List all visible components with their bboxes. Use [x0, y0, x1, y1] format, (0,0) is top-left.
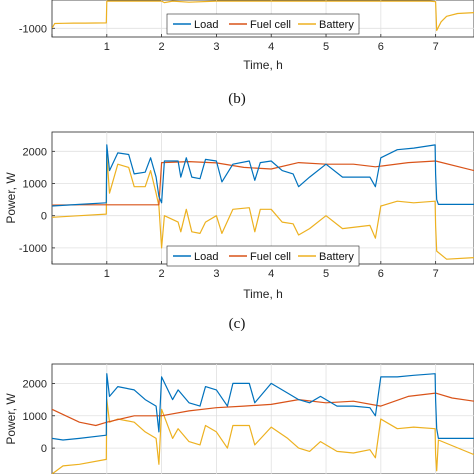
plot-c-yticks: 0 1000 2000	[23, 378, 55, 455]
series-line-fuel-cell	[52, 392, 474, 427]
series-line-battery	[52, 0, 474, 32]
x-tick-label: 6	[378, 268, 384, 280]
x-tick-label: 5	[323, 268, 329, 280]
plot-b-lines	[52, 144, 474, 260]
x-tick-label: 7	[433, 268, 439, 280]
x-tick-label: 4	[268, 41, 274, 53]
y-tick-label: -1000	[19, 23, 47, 35]
plot-a-yticks: -1000	[19, 23, 55, 35]
x-tick-label: 4	[268, 268, 274, 280]
plot-a-xlabel: Time, h	[243, 58, 283, 72]
plot-b-legend-load-label: Load	[194, 251, 218, 263]
plot-c-background	[51, 363, 474, 474]
y-tick-label: 1000	[23, 179, 47, 191]
series-line-battery	[52, 153, 474, 260]
series-line-load	[52, 373, 474, 441]
x-tick-label: 1	[104, 268, 110, 280]
plot-c: 0 1000 2000 Power, W	[4, 363, 474, 474]
plot-a-xticks: 1 2 3 4 5 6 7	[51, 34, 439, 53]
plot-b-ylabel: Power, W	[4, 172, 18, 224]
x-tick-label: 6	[378, 41, 384, 53]
plot-a-legend: Load Fuel cell Battery	[166, 13, 360, 35]
plot-b-legend-battery-label: Battery	[319, 251, 354, 263]
series-line-fuel-cell	[52, 160, 474, 206]
plot-c-ylabel: Power, W	[4, 393, 18, 445]
plot-a-legend-box	[166, 13, 360, 35]
y-tick-label: 0	[41, 211, 47, 223]
plot-b-background	[51, 131, 474, 265]
x-tick-label: 2	[159, 41, 165, 53]
series-line-load	[52, 144, 474, 207]
plot-a-legend-load-label: Load	[194, 19, 218, 31]
y-tick-label: 0	[41, 443, 47, 455]
x-tick-label: 3	[213, 41, 219, 53]
plot-b-yticks: -1000 0 1000 2000	[19, 146, 55, 255]
plot-a: 1 2 3 4 5 6 7 -1000 Time, h Load Fuel cell Bat…	[19, 0, 474, 72]
plot-b-legend-box	[166, 245, 360, 267]
y-tick-label: 2000	[23, 378, 47, 390]
plot-a-lines	[52, 0, 474, 32]
x-tick-label: 2	[159, 268, 165, 280]
plot-b-legend: Load Fuel cell Battery	[166, 245, 360, 267]
plot-b-xlabel: Time, h	[243, 287, 283, 301]
x-tick-label: 5	[323, 41, 329, 53]
y-tick-label: 2000	[23, 146, 47, 158]
plot-c-lines	[52, 373, 474, 474]
panel-label-c: (c)	[229, 316, 246, 332]
x-tick-label: 7	[433, 41, 439, 53]
plot-b-legend-fuel-label: Fuel cell	[250, 251, 291, 263]
panel-label-b: (b)	[228, 91, 246, 107]
x-tick-label: 1	[104, 41, 110, 53]
y-tick-label: 1000	[23, 411, 47, 423]
y-tick-label: -1000	[19, 243, 47, 255]
plot-a-legend-battery-label: Battery	[319, 19, 354, 31]
series-line-battery	[52, 399, 474, 474]
plot-a-legend-fuel-label: Fuel cell	[250, 19, 291, 31]
x-tick-label: 3	[213, 268, 219, 280]
